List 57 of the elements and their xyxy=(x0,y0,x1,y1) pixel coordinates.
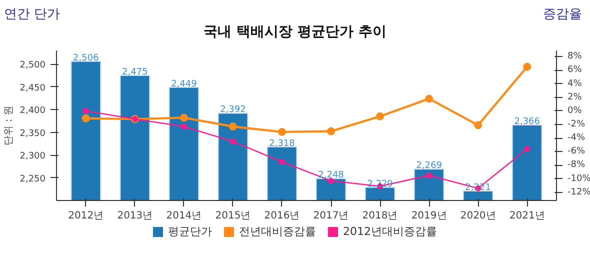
point xyxy=(474,121,482,130)
x-tick-label: 2021년 xyxy=(509,210,545,222)
data-label: 2,506 xyxy=(73,53,100,64)
y2-tick-label: -12% xyxy=(568,187,590,198)
point xyxy=(523,62,532,71)
point xyxy=(327,127,336,136)
point xyxy=(82,114,90,122)
data-label: 2,449 xyxy=(171,79,198,90)
x-tick-label: 2017년 xyxy=(313,210,349,222)
data-label: 2,366 xyxy=(514,117,540,128)
legend-label: 전년대비증감률 xyxy=(238,224,316,240)
x-tick-label: 2012년 xyxy=(68,210,104,222)
y2-tick-label: -10% xyxy=(568,174,590,184)
data-label: 2,318 xyxy=(269,138,296,149)
chart-title: 국내 택배시장 평균단가 추이 xyxy=(202,23,388,42)
x-tick-label: 2018년 xyxy=(362,210,398,222)
point xyxy=(426,172,432,178)
x-tick-label: 2015년 xyxy=(215,210,251,222)
x-tick-label: 2020년 xyxy=(460,210,496,222)
y-tick-label: 2,250 xyxy=(20,174,46,184)
legend-label: 2012년대비증감률 xyxy=(342,224,437,240)
y2-axis-title: 증감율 xyxy=(543,6,582,24)
point xyxy=(82,108,89,114)
y-axis-title: 연간 단가 xyxy=(4,6,60,24)
point xyxy=(228,122,237,131)
point xyxy=(180,124,187,130)
y-tick-label: 2,450 xyxy=(20,83,46,94)
point xyxy=(180,114,188,122)
y-tick-label: 2,400 xyxy=(20,106,46,116)
data-label: 2,269 xyxy=(416,161,442,172)
y2-tick-label: 4% xyxy=(568,78,582,89)
x-tick-label: 2016년 xyxy=(264,210,300,222)
y-tick-label: 2,500 xyxy=(20,60,46,71)
point xyxy=(278,128,286,136)
text: 단위 : 원 xyxy=(4,106,15,146)
point xyxy=(425,94,434,103)
y2-tick-label: 0% xyxy=(568,106,582,116)
y-tick-label: 2,350 xyxy=(20,128,46,139)
point xyxy=(278,158,285,165)
y2-tick-label: -2% xyxy=(568,119,586,130)
y2-tick-label: 2% xyxy=(568,92,582,102)
data-label: 2,392 xyxy=(220,105,246,116)
data-label: 2,248 xyxy=(318,170,344,181)
y2-tick-label: 8% xyxy=(568,52,582,62)
y2-tick-label: 6% xyxy=(568,65,582,76)
x-tick-label: 2014년 xyxy=(166,210,202,222)
data-label: 2,475 xyxy=(122,68,148,78)
x-tick-label: 2019년 xyxy=(411,210,447,222)
point xyxy=(230,138,236,144)
point xyxy=(524,146,530,152)
y2-tick-label: -8% xyxy=(568,160,586,170)
point xyxy=(376,112,384,120)
y2-tick-label: -4% xyxy=(568,133,586,144)
y2-tick-label: -6% xyxy=(568,146,586,157)
x-tick-label: 2013년 xyxy=(117,210,153,222)
legend-label: 평균단가 xyxy=(167,224,212,240)
y-tick-label: 2,300 xyxy=(20,152,46,162)
